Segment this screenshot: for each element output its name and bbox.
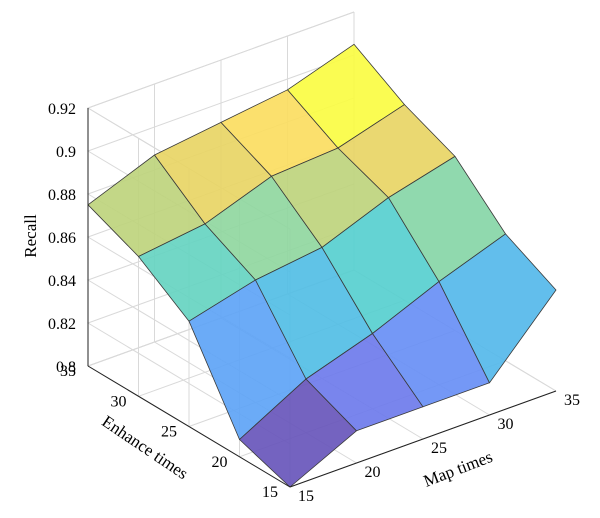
tick-labels: 0.8 0.82 0.84 0.86 0.88 0.9 0.92 15 20 25 30 35 15 20…: [48, 101, 580, 505]
x-tick-label: 25: [431, 440, 447, 457]
z-tick-label: 0.84: [48, 273, 76, 290]
x-tick-label: 30: [498, 416, 514, 433]
z-tick-label: 0.8: [56, 359, 76, 376]
z-tick-label: 0.88: [48, 187, 76, 204]
y-tick-label: 30: [111, 393, 127, 410]
z-tick-label: 0.82: [48, 316, 76, 333]
z-axis-label: Recall: [21, 214, 40, 258]
z-tick-label: 0.92: [48, 101, 76, 118]
axes-frame: [87, 108, 557, 488]
y-tick-label: 35: [60, 363, 76, 380]
surface: [87, 43, 557, 488]
frame-line: [87, 11, 355, 109]
y-tick-label: 25: [161, 424, 177, 441]
x-tick-label: 35: [564, 392, 580, 409]
axis-line: [289, 390, 557, 488]
z-tick-label: 0.86: [48, 230, 76, 247]
z-tick-label: 0.9: [56, 144, 76, 161]
surface-patch: [438, 233, 557, 384]
y-axis-label: Enhance times: [98, 412, 191, 483]
axis-line: [87, 365, 291, 488]
y-tick-label: 20: [212, 454, 228, 471]
x-tick-label: 20: [365, 464, 381, 481]
y-tick-label: 15: [262, 484, 278, 501]
x-tick-label: 15: [298, 488, 314, 505]
